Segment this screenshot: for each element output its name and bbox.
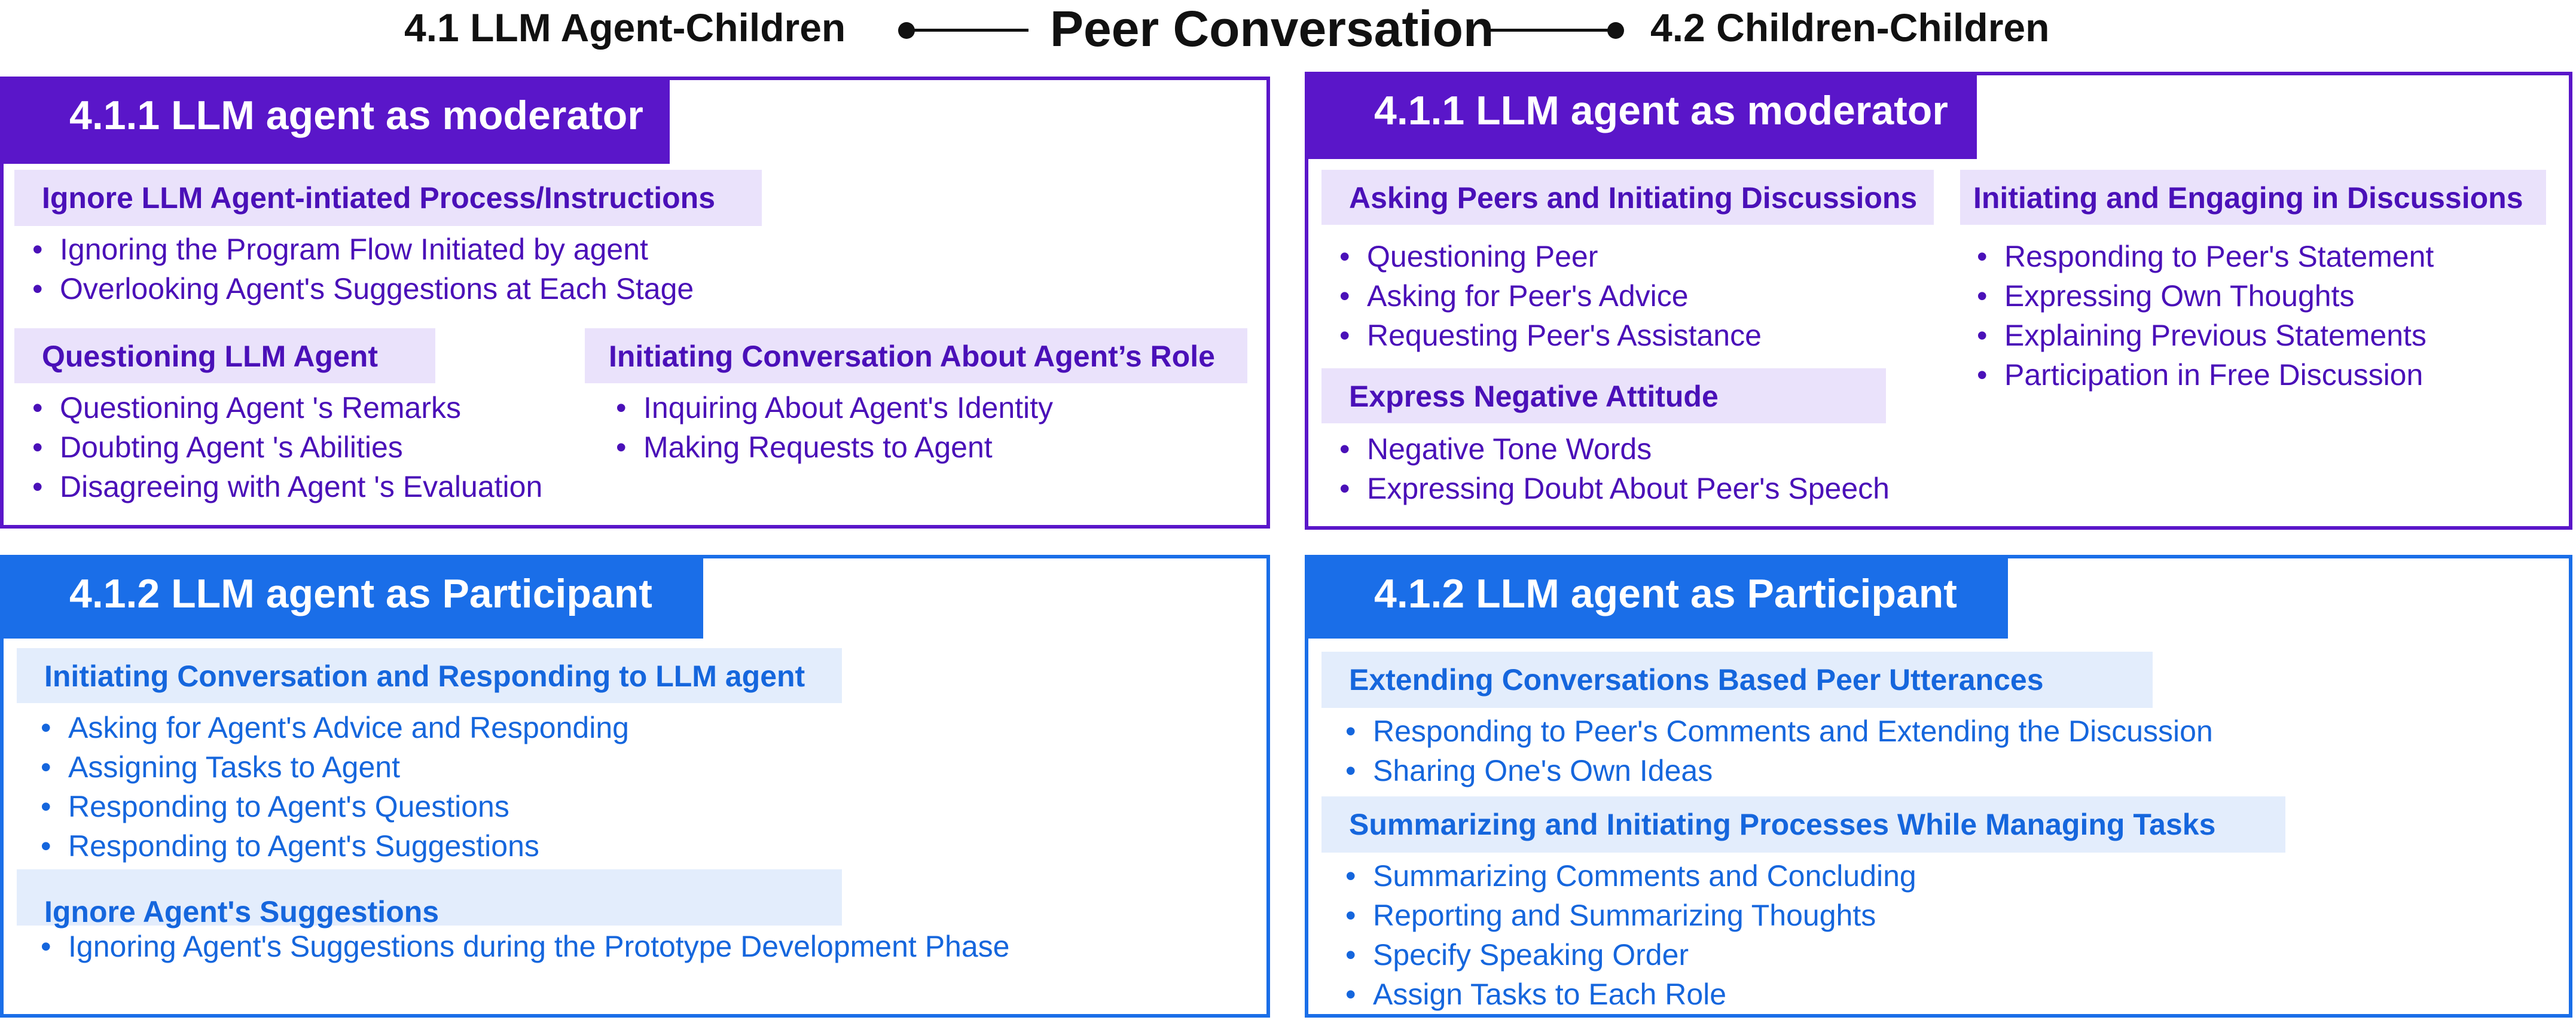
connector-right-line: [1489, 29, 1614, 32]
list-item: Participation in Free Discussion: [1976, 355, 2434, 395]
list-item: Overlooking Agent's Suggestions at Each …: [31, 269, 694, 309]
list-engaging-discussions: Responding to Peer's Statement Expressin…: [1976, 237, 2434, 395]
list-item: Summarizing Comments and Concluding: [1344, 856, 1916, 896]
list-item: Responding to Agent's Suggestions: [39, 826, 629, 866]
category-agent-role: Initiating Conversation About Agent’s Ro…: [585, 328, 1247, 383]
list-agent-role: Inquiring About Agent's Identity Making …: [615, 388, 1053, 467]
header-right-title: 4.2 Children-Children: [1650, 5, 2050, 50]
list-item: Expressing Own Thoughts: [1976, 276, 2434, 316]
panel-title: 4.1.2 LLM agent as Participant: [1308, 558, 2008, 639]
connector-right-dot: [1607, 22, 1624, 39]
list-initiating-responding: Asking for Agent's Advice and Responding…: [39, 708, 629, 866]
list-extending-conversations: Responding to Peer's Comments and Extend…: [1344, 711, 2213, 790]
category-ignore-suggestions: Ignore Agent's Suggestions: [17, 869, 842, 929]
list-item: Asking for Agent's Advice and Responding: [39, 708, 629, 747]
category-extending-conversations: Extending Conversations Based Peer Utter…: [1321, 652, 2153, 708]
list-item: Questioning Agent 's Remarks: [31, 388, 542, 427]
agent-children-moderator-panel: 4.1.1 LLM agent as moderator Ignore LLM …: [0, 77, 1270, 529]
header-center-title: Peer Conversation: [1050, 1, 1494, 57]
list-item: Disagreeing with Agent 's Evaluation: [31, 467, 542, 506]
list-item: Explaining Previous Statements: [1976, 316, 2434, 355]
list-item: Assigning Tasks to Agent: [39, 747, 629, 787]
panel-title: 4.1.1 LLM agent as moderator: [1308, 75, 1977, 159]
list-item: Reporting and Summarizing Thoughts: [1344, 896, 1916, 935]
list-item: Asking for Peer's Advice: [1338, 276, 1762, 316]
list-item: Requesting Peer's Assistance: [1338, 316, 1762, 355]
category-engaging-discussions: Initiating and Engaging in Discussions: [1960, 170, 2546, 225]
list-item: Ignoring the Program Flow Initiated by a…: [31, 230, 694, 269]
list-ignore-agent-process: Ignoring the Program Flow Initiated by a…: [31, 230, 694, 309]
list-item: Responding to Peer's Comments and Extend…: [1344, 711, 2213, 751]
list-item: Making Requests to Agent: [615, 427, 1053, 467]
category-summarizing-processes: Summarizing and Initiating Processes Whi…: [1321, 796, 2285, 853]
list-item: Responding to Agent's Questions: [39, 787, 629, 826]
category-negative-attitude: Express Negative Attitude: [1321, 368, 1886, 423]
agent-children-participant-panel: 4.1.2 LLM agent as Participant Initiatin…: [0, 555, 1270, 1018]
children-children-participant-panel: 4.1.2 LLM agent as Participant Extending…: [1305, 555, 2572, 1018]
category-asking-peers: Asking Peers and Initiating Discussions: [1321, 170, 1934, 225]
header-left-title: 4.1 LLM Agent-Children: [404, 5, 846, 50]
list-item: Inquiring About Agent's Identity: [615, 388, 1053, 427]
list-item: Doubting Agent 's Abilities: [31, 427, 542, 467]
list-item: Assign Tasks to Each Role: [1344, 975, 1916, 1014]
list-item: Specify Speaking Order: [1344, 935, 1916, 975]
list-summarizing-processes: Summarizing Comments and Concluding Repo…: [1344, 856, 1916, 1014]
list-item: Questioning Peer: [1338, 237, 1762, 276]
list-item: Ignoring Agent's Suggestions during the …: [39, 927, 1009, 966]
list-negative-attitude: Negative Tone Words Expressing Doubt Abo…: [1338, 429, 1890, 508]
category-initiating-responding: Initiating Conversation and Responding t…: [17, 648, 842, 703]
category-questioning-agent: Questioning LLM Agent: [14, 328, 435, 383]
list-item: Sharing One's Own Ideas: [1344, 751, 2213, 790]
panel-title: 4.1.2 LLM agent as Participant: [4, 558, 703, 639]
children-children-moderator-panel: 4.1.1 LLM agent as moderator Asking Peer…: [1305, 72, 2572, 530]
list-questioning-agent: Questioning Agent 's Remarks Doubting Ag…: [31, 388, 542, 506]
list-asking-peers: Questioning Peer Asking for Peer's Advic…: [1338, 237, 1762, 355]
list-item: Expressing Doubt About Peer's Speech: [1338, 469, 1890, 508]
list-item: Negative Tone Words: [1338, 429, 1890, 469]
panel-title: 4.1.1 LLM agent as moderator: [4, 80, 670, 164]
connector-left-line: [907, 29, 1028, 32]
category-ignore-agent-process: Ignore LLM Agent-intiated Process/Instru…: [14, 170, 762, 226]
list-ignore-suggestions: Ignoring Agent's Suggestions during the …: [39, 927, 1009, 966]
list-item: Responding to Peer's Statement: [1976, 237, 2434, 276]
